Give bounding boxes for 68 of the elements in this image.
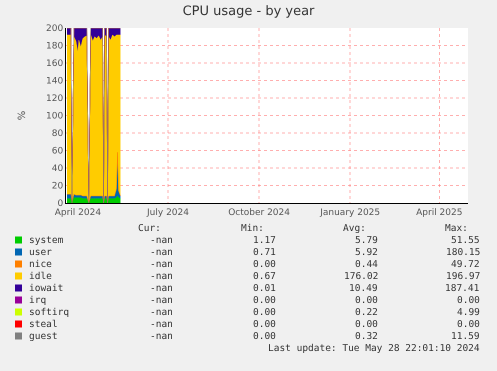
text: 0.00 bbox=[253, 259, 276, 270]
x-tick-label: April 2025 bbox=[416, 208, 462, 218]
text: 49.72 bbox=[451, 259, 480, 270]
text: Min: bbox=[241, 223, 264, 234]
text: 0.00 bbox=[253, 331, 276, 342]
text: 5.92 bbox=[355, 247, 378, 258]
text: 4.99 bbox=[457, 307, 480, 318]
text: 0.00 bbox=[457, 319, 480, 330]
text: 187.41 bbox=[445, 283, 480, 294]
y-tick-label: 80 bbox=[52, 129, 64, 140]
text: 0.22 bbox=[355, 307, 378, 318]
text: -nan bbox=[150, 259, 173, 270]
text: 176.02 bbox=[344, 271, 378, 282]
text: -nan bbox=[150, 271, 173, 282]
chart-title: CPU usage - by year bbox=[182, 4, 316, 20]
text: 0.44 bbox=[355, 259, 378, 270]
legend-label: nice bbox=[29, 259, 52, 270]
text: Avg: bbox=[343, 223, 366, 234]
text: 0.00 bbox=[253, 307, 276, 318]
text: 5.79 bbox=[355, 235, 378, 246]
text: 0.01 bbox=[253, 283, 276, 294]
legend-label: steal bbox=[29, 319, 58, 330]
y-tick-label: 40 bbox=[52, 164, 64, 174]
text: -nan bbox=[150, 295, 173, 306]
text: -nan bbox=[150, 319, 173, 330]
y-tick-label: 60 bbox=[52, 146, 64, 157]
text: 196.97 bbox=[446, 271, 480, 282]
text: -nan bbox=[150, 307, 173, 318]
x-tick-label: October 2024 bbox=[228, 208, 290, 218]
text: -nan bbox=[150, 283, 173, 294]
y-tick-label: 200 bbox=[46, 24, 64, 34]
text: 0.71 bbox=[253, 247, 276, 258]
y-tick-label: 160 bbox=[46, 59, 64, 70]
x-tick-label: April 2024 bbox=[54, 208, 102, 218]
text: 1.17 bbox=[253, 235, 276, 246]
text: 10.49 bbox=[349, 283, 378, 294]
y-tick-label: 140 bbox=[46, 76, 64, 87]
text: Cur: bbox=[138, 223, 161, 234]
y-tick-label: 180 bbox=[46, 42, 64, 52]
text: 0.00 bbox=[355, 295, 378, 306]
y-tick-label: 20 bbox=[52, 182, 64, 192]
x-tick-label: January 2025 bbox=[319, 208, 380, 218]
legend-label: guest bbox=[29, 331, 58, 342]
y-axis-title: % bbox=[17, 110, 28, 120]
text: Last update: Tue May 28 22:01:10 2024 bbox=[268, 343, 480, 354]
y-tick-label: 0 bbox=[57, 199, 64, 210]
text: Max: bbox=[445, 223, 468, 234]
text: -nan bbox=[150, 331, 173, 342]
text: 0.32 bbox=[355, 331, 378, 342]
text: 11.59 bbox=[451, 331, 480, 342]
text: -nan bbox=[150, 235, 173, 246]
text: -nan bbox=[150, 247, 173, 258]
legend-label: user bbox=[29, 247, 52, 258]
text: 0.00 bbox=[253, 295, 276, 306]
legend-label: system bbox=[29, 235, 64, 246]
x-tick-label: July 2024 bbox=[146, 208, 190, 218]
y-tick-label: 120 bbox=[46, 94, 64, 104]
text: 0.67 bbox=[253, 271, 276, 282]
text: 0.00 bbox=[355, 319, 378, 330]
legend-label: idle bbox=[29, 271, 52, 282]
text: 0.00 bbox=[253, 319, 276, 330]
legend-label: iowait bbox=[29, 283, 64, 294]
y-tick-label: 100 bbox=[46, 112, 64, 122]
legend-label: irq bbox=[29, 295, 46, 306]
text: 180.15 bbox=[446, 247, 480, 258]
text: 51.55 bbox=[451, 235, 480, 246]
text: 0.00 bbox=[457, 295, 480, 306]
legend-label: softirq bbox=[29, 307, 70, 318]
